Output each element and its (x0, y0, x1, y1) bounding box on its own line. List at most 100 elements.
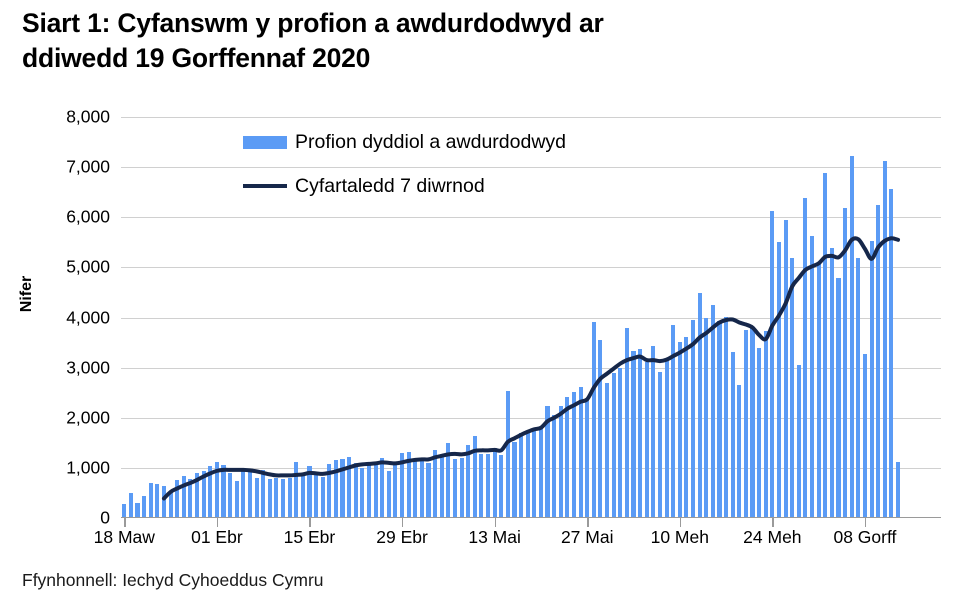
bar (710, 305, 715, 518)
bar (452, 459, 457, 518)
bar (869, 240, 874, 518)
bar (413, 460, 418, 518)
bar (466, 444, 471, 518)
x-axis-tickmark (587, 518, 589, 527)
x-axis-tickmark (494, 518, 497, 527)
bar (505, 391, 510, 518)
bar (274, 477, 279, 518)
bar (512, 441, 517, 518)
bar (565, 396, 570, 518)
bar (803, 197, 808, 518)
bar (142, 496, 147, 518)
y-axis-tick-label: 6,000 (66, 206, 110, 227)
bar (485, 453, 491, 518)
bar (856, 257, 861, 518)
x-axis-tick-label: 13 Mai (468, 527, 521, 547)
bar (254, 477, 259, 518)
bar (347, 457, 352, 518)
bar (809, 236, 815, 518)
bar (591, 321, 596, 518)
bar (750, 327, 755, 518)
bar (366, 464, 372, 518)
source-note: Ffynhonnell: Iechyd Cyhoeddus Cymru (22, 570, 324, 590)
bar (214, 462, 219, 518)
bar (724, 317, 729, 518)
legend-bar-label: Profion dyddiol a awdurdodwyd (295, 130, 567, 153)
bar (545, 406, 550, 518)
bar (201, 471, 206, 518)
x-axis-tickmark (679, 518, 682, 527)
bar (393, 461, 398, 518)
bar (181, 475, 186, 518)
bar (333, 460, 338, 518)
bar (664, 358, 669, 518)
bar (717, 321, 722, 518)
bar (757, 347, 762, 518)
bar (221, 464, 226, 518)
bar (618, 367, 623, 518)
y-axis-tick-label: 3,000 (66, 357, 110, 378)
bar (611, 372, 616, 518)
x-axis-tickmark (216, 518, 219, 527)
bar (558, 405, 563, 518)
gridline (121, 167, 941, 169)
plot-area (121, 117, 941, 518)
bar (671, 324, 676, 518)
bar (208, 466, 213, 518)
x-axis-tickmarks (121, 518, 941, 528)
bar (796, 364, 801, 518)
bar (783, 219, 788, 518)
y-axis-tick-label: 1,000 (66, 457, 110, 478)
legend-bar-swatch-icon (243, 135, 287, 149)
x-axis-tickmark (309, 518, 311, 527)
bar (697, 292, 702, 518)
y-axis-ticks: 0 1,000 2,000 3,000 4,000 5,000 6,000 7,000 8,00… (0, 0, 110, 608)
bar (538, 427, 543, 518)
bar (261, 469, 266, 518)
bar (168, 491, 173, 518)
bar (175, 479, 180, 518)
bar (433, 449, 438, 518)
x-axis-tickmark (772, 518, 774, 527)
bar (234, 480, 239, 518)
bar (829, 247, 834, 518)
bar (849, 155, 854, 518)
bar (585, 399, 590, 518)
x-axis-tickmark (402, 518, 404, 527)
x-axis-labels: 18 Maw 01 Ebr 15 Ebr 29 Ebr 13 Mai 27 Mai 10 M… (0, 527, 954, 557)
bar (300, 473, 305, 518)
bar (327, 463, 332, 518)
bar (128, 492, 133, 518)
bar (889, 189, 894, 518)
bar (532, 429, 537, 518)
bar (314, 473, 319, 518)
bar (399, 453, 405, 518)
bar (241, 469, 246, 518)
x-axis-line (121, 516, 941, 518)
bar (876, 205, 881, 518)
gridline (121, 217, 941, 219)
bar (307, 466, 312, 518)
x-axis-tick-label: 08 Gorff (833, 527, 897, 547)
bar (776, 242, 782, 518)
bar (294, 462, 299, 518)
y-axis-tick-label: 8,000 (66, 106, 110, 127)
legend-item-bar: Profion dyddiol a awdurdodwyd (243, 128, 566, 156)
x-axis-tick-label: 10 Meh (650, 527, 709, 547)
bar (730, 352, 735, 518)
x-axis-tick-label: 27 Mai (560, 527, 614, 547)
y-axis-tick-label: 2,000 (66, 407, 110, 428)
bar (823, 172, 828, 518)
bar (519, 433, 524, 518)
bar (578, 387, 583, 518)
bar (155, 483, 160, 518)
x-axis-tick-label: 01 Ebr (191, 527, 243, 547)
bar (604, 383, 610, 518)
bar (406, 451, 411, 518)
bar (188, 478, 193, 518)
bar (426, 462, 431, 518)
bar (651, 346, 656, 518)
y-axis-tick-label: 4,000 (66, 307, 110, 327)
legend: Profion dyddiol a awdurdodwyd Cyfartaled… (243, 128, 663, 200)
bar (631, 351, 636, 518)
